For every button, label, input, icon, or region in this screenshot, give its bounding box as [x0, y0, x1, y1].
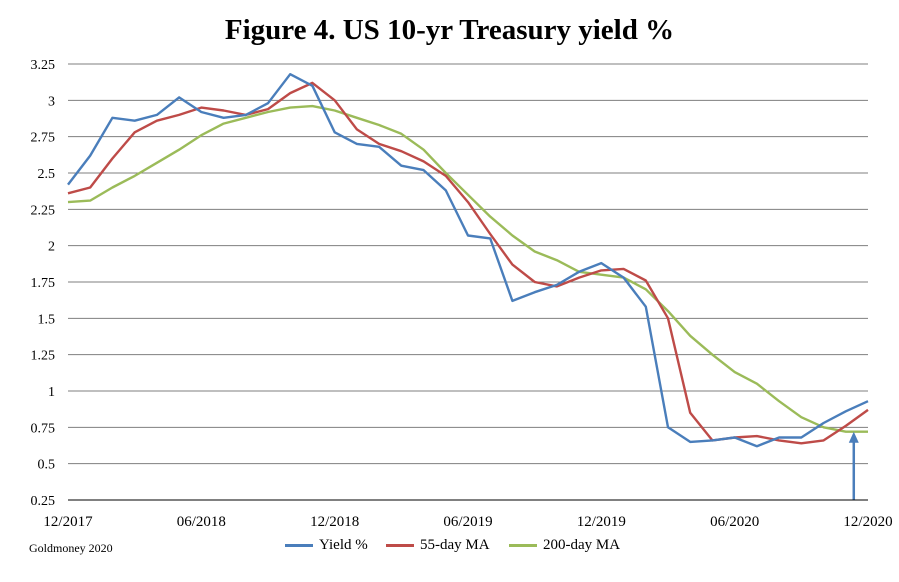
series-line-yield — [67, 72, 869, 448]
y-tick-label: 3 — [48, 94, 55, 109]
y-tick-label: 2.75 — [31, 131, 56, 146]
legend-label: 55-day MA — [420, 537, 490, 553]
source-note: Goldmoney 2020 — [29, 541, 113, 555]
y-tick-label: 2.25 — [31, 203, 56, 218]
series-line-200-day-ma — [67, 104, 868, 433]
x-tick-label: 12/2018 — [310, 514, 359, 530]
y-tick-label: 2.5 — [38, 167, 56, 182]
x-tick-label: 12/2019 — [577, 514, 626, 530]
y-tick-label: 0.5 — [38, 458, 56, 473]
gridlines — [68, 63, 868, 501]
y-tick-label: 1.5 — [38, 312, 56, 327]
y-tick-label: 1.25 — [31, 349, 56, 364]
y-tick-label: 0.25 — [31, 494, 56, 509]
legend-swatch — [509, 544, 537, 547]
x-tick-label: 12/2020 — [843, 514, 892, 530]
x-tick-label: 12/2017 — [43, 514, 93, 530]
y-tick-label: 0.75 — [31, 421, 56, 436]
legend-item: 200-day MA — [509, 537, 620, 554]
axes: 3.25 3 2.75 2.5 2.25 2 1.75 1.5 1.25 1 0.75 0.5 0.25… — [31, 58, 893, 530]
legend-swatch — [386, 544, 414, 547]
legend-swatch — [285, 544, 313, 547]
y-tick-label: 3.25 — [31, 58, 56, 73]
annotation-arrow-head — [848, 431, 859, 443]
y-tick-label: 2 — [48, 240, 55, 255]
y-tick-label: 1.75 — [31, 276, 56, 291]
annotations — [848, 431, 859, 500]
x-tick-label: 06/2018 — [177, 514, 226, 530]
legend-item: Yield % — [285, 537, 368, 554]
chart-title: Figure 4. US 10-yr Treasury yield % — [224, 14, 675, 46]
series-lines — [67, 72, 869, 448]
legend-item: 55-day MA — [386, 537, 490, 554]
legend-label: Yield % — [319, 537, 368, 553]
legend: Yield % 55-day MA 200-day MA — [0, 537, 899, 557]
legend-label: 200-day MA — [543, 537, 621, 553]
x-tick-label: 06/2019 — [443, 514, 492, 530]
y-tick-label: 1 — [48, 385, 55, 400]
x-tick-label: 06/2020 — [710, 514, 759, 530]
